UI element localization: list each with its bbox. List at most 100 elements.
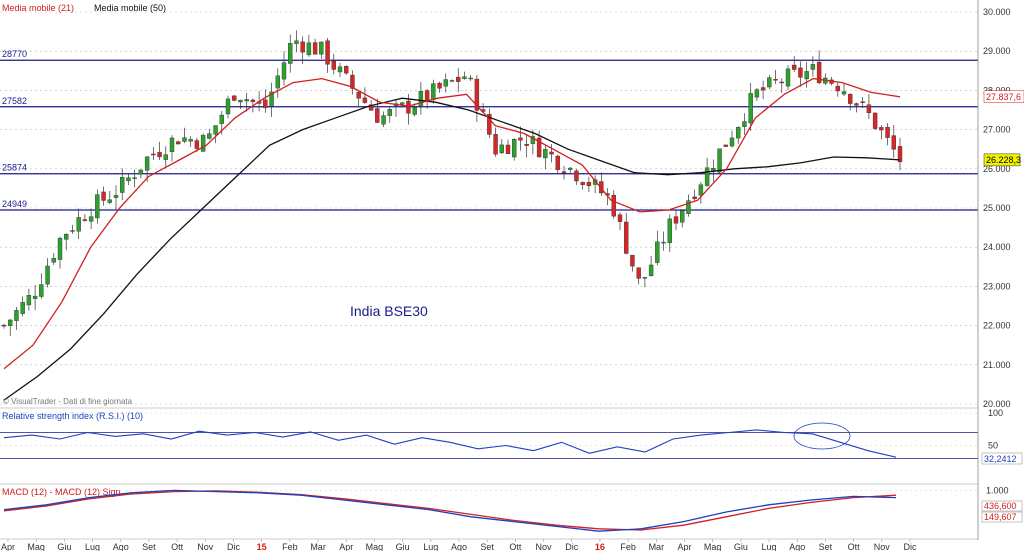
x-tick-label: Giu [734, 542, 748, 551]
candle-body [729, 137, 735, 147]
price-tick-label: 24.000 [983, 242, 1011, 252]
candle-body [244, 99, 249, 102]
current-price-box: 26.228,3 [983, 153, 1021, 167]
legend-ma21: Media mobile (21) [2, 3, 74, 13]
candle-body [536, 137, 542, 158]
candle-body [468, 77, 473, 80]
price-tick-label: 23.000 [983, 281, 1011, 291]
candle-body [169, 137, 175, 152]
x-tick-label: Ott [509, 542, 522, 551]
x-tick-label: 16 [595, 542, 605, 551]
macd-last-label: 436,600 [984, 501, 1017, 511]
legend-ma50: Media mobile (50) [94, 3, 166, 13]
candle-body [238, 99, 243, 103]
candle-body [163, 154, 168, 160]
candle-body [113, 195, 119, 198]
candle-body [561, 171, 567, 174]
price-tick-label: 22.000 [983, 321, 1011, 331]
macd-signal-line [3, 490, 897, 531]
candle-body [312, 42, 318, 55]
candle-body [810, 64, 816, 70]
candle-body [860, 101, 865, 103]
candle-body [487, 113, 492, 135]
x-tick-label: Mag [366, 542, 384, 551]
candle-body [95, 194, 100, 219]
candle-body [70, 230, 75, 232]
candle-body [57, 237, 63, 260]
candle-body [586, 182, 592, 187]
candle-body [580, 182, 585, 185]
candle-body [14, 310, 19, 321]
candle-body [281, 62, 287, 80]
price-grid [0, 11, 978, 405]
candle-body [331, 60, 336, 70]
candle-body [555, 155, 560, 170]
candle-body [20, 302, 25, 314]
candle-body [306, 42, 312, 56]
candle-body [157, 152, 162, 158]
level-label: 24949 [2, 199, 27, 209]
candle-body [188, 139, 193, 142]
candle-body [848, 94, 853, 104]
x-tick-label: Dic [227, 542, 240, 551]
price-tick-label: 25.000 [983, 203, 1011, 213]
support-resistance-levels: 28770 27582 25874 24949 [0, 49, 978, 211]
candle-body [344, 66, 349, 74]
x-tick-label: Ago [113, 542, 129, 551]
candle-body [132, 177, 137, 179]
candle-body [661, 241, 666, 244]
x-tick-label: Nov [197, 542, 214, 551]
candle-body [456, 76, 461, 82]
candle-body [617, 214, 623, 222]
candle-body [804, 71, 809, 80]
candle-body [636, 267, 641, 279]
x-tick-label: Lug [762, 542, 777, 551]
candle-body [362, 97, 368, 103]
candle-body [667, 218, 672, 243]
candle-body [723, 144, 728, 147]
candle-body [785, 68, 791, 87]
candle-body [736, 127, 741, 139]
candle-body [698, 184, 704, 196]
candle-body [381, 115, 386, 125]
candle-body [717, 148, 722, 173]
rsi-last-label: 32,2412 [984, 454, 1017, 464]
candle-body [176, 141, 181, 145]
candle-body [418, 91, 424, 107]
level-label: 25874 [2, 163, 27, 173]
x-tick-label: Ago [789, 542, 805, 551]
candle-body [611, 194, 616, 217]
candle-body [592, 179, 598, 185]
candle-body [885, 126, 890, 138]
candle-body [275, 75, 280, 89]
candle-body [138, 169, 144, 175]
candle-body [194, 140, 200, 149]
candle-body [773, 79, 778, 81]
candle-body [792, 64, 797, 70]
price-tick-label: 27.000 [983, 125, 1011, 135]
candle-body [350, 74, 355, 89]
x-tick-label: Dic [904, 542, 917, 551]
candle-body [897, 146, 903, 163]
price-axis-labels: 20.000 21.000 22.000 23.000 24.000 25.000 26.0… [983, 7, 1011, 409]
candle-body [779, 81, 784, 84]
candle-body [748, 93, 753, 124]
x-tick-label: 15 [257, 542, 267, 551]
candle-body [866, 104, 872, 114]
candle-body [288, 43, 293, 64]
candle-body [505, 144, 511, 155]
candle-body [742, 121, 747, 127]
x-tick-label: Ott [848, 542, 861, 551]
candle-body [64, 233, 69, 240]
watermark: © VisualTrader - Dati di fine giornata [3, 397, 133, 406]
rsi-grid: 50 100 [0, 408, 1003, 459]
macd-line [3, 489, 897, 532]
candle-body [630, 254, 635, 267]
candle-body [107, 199, 112, 203]
candle-body [512, 138, 517, 158]
x-tick-label: Mag [704, 542, 722, 551]
candle-body [126, 177, 131, 182]
candle-body [431, 83, 436, 100]
